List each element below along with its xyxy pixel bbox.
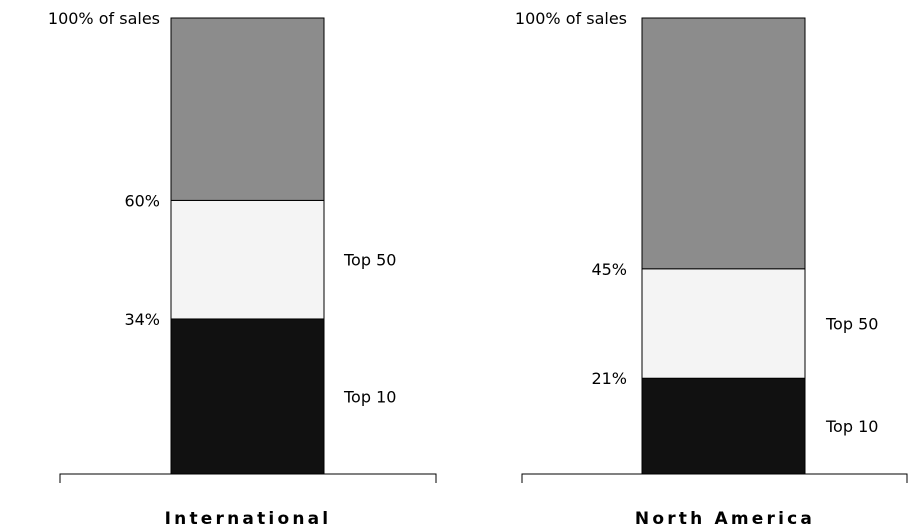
boundary-label-north-america-1: 21% (591, 369, 627, 388)
boundary-label-north-america-2: 45% (591, 260, 627, 279)
bar-north-america-segment-1 (641, 377, 806, 475)
segment-label-north-america-1: Top 10 (825, 417, 878, 436)
category-label-international: International (165, 509, 332, 529)
boundary-label-international-2: 60% (124, 191, 160, 210)
bar-international-segment-3 (170, 17, 325, 201)
bar-international-segment-2 (170, 199, 325, 320)
boundary-label-international-1: 34% (124, 310, 160, 329)
segment-label-international-1: Top 10 (343, 387, 396, 406)
segment-label-north-america-2: Top 50 (825, 315, 878, 334)
bar-north-america-segment-3 (641, 17, 806, 270)
segment-label-international-2: Top 50 (343, 251, 396, 270)
x-axis-north-america (521, 473, 908, 483)
top-label-international: 100% of sales (48, 9, 160, 28)
x-axis-international (59, 473, 437, 483)
bar-international-segment-1 (170, 318, 325, 475)
category-label-north-america: North America (635, 509, 815, 529)
bar-north-america-segment-2 (641, 268, 806, 379)
top-label-north-america: 100% of sales (515, 9, 627, 28)
